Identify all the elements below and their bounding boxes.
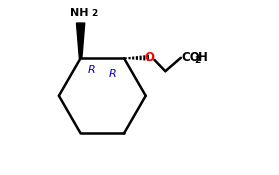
Text: O: O bbox=[145, 51, 155, 64]
Text: 2: 2 bbox=[92, 9, 98, 18]
Text: 2: 2 bbox=[194, 56, 201, 65]
Polygon shape bbox=[76, 23, 85, 58]
Text: R: R bbox=[109, 69, 117, 79]
Text: CO: CO bbox=[181, 51, 200, 64]
Text: H: H bbox=[198, 51, 208, 64]
Text: R: R bbox=[88, 65, 96, 75]
Text: NH: NH bbox=[70, 9, 89, 19]
